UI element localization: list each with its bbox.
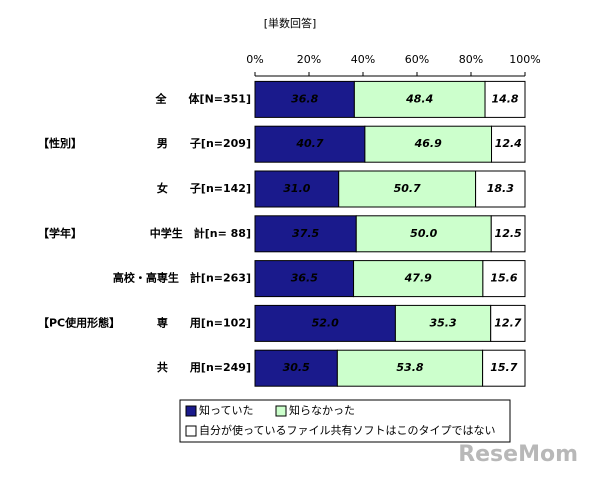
x-tick-label: 0%	[246, 53, 263, 66]
legend-swatch	[185, 405, 197, 417]
x-tick-label: 80%	[459, 53, 483, 66]
bar-segment	[482, 260, 526, 298]
value-label: 47.9	[404, 272, 432, 285]
bar-segment	[475, 170, 526, 208]
value-label: 48.4	[405, 92, 433, 105]
bar-segment	[364, 125, 493, 163]
bar-segment	[490, 215, 526, 253]
bar-segment	[254, 80, 355, 118]
value-label: 12.5	[495, 227, 522, 240]
legend-label: 知らなかった	[289, 403, 355, 417]
value-label: 18.3	[487, 182, 514, 195]
legend-box	[179, 399, 511, 443]
value-label: 12.7	[494, 316, 521, 329]
value-label: 14.8	[491, 92, 518, 105]
value-label: 12.4	[495, 137, 522, 150]
x-tick-label: 40%	[351, 53, 375, 66]
value-label: 30.5	[283, 361, 310, 374]
category-label: 中学生 計[n= 88]	[150, 226, 251, 240]
x-tick-label: 100%	[509, 53, 540, 66]
value-label: 15.6	[490, 272, 517, 285]
value-label: 53.8	[396, 361, 423, 374]
legend-label: 自分が使っているファイル共有ソフトはこのタイプではない	[199, 423, 495, 437]
group-label: 【性別】	[38, 136, 82, 150]
bar-segment	[491, 125, 526, 163]
bar-segment	[254, 125, 366, 163]
value-label: 50.0	[410, 227, 437, 240]
bar-segment	[338, 170, 477, 208]
category-label: 共 用[n=249]	[157, 360, 251, 374]
note: [単数回答]	[264, 16, 317, 30]
bar-segment	[353, 80, 486, 118]
legend-swatch	[275, 405, 287, 417]
bar-segment	[254, 260, 355, 298]
category-label: 高校・高専生 計[n=263]	[113, 271, 251, 285]
x-tick-label: 60%	[405, 53, 429, 66]
value-label: 36.5	[291, 272, 318, 285]
value-label: 31.0	[283, 182, 310, 195]
bar-segment	[482, 349, 526, 387]
watermark: ReseMom	[458, 442, 578, 467]
value-label: 35.3	[429, 316, 456, 329]
legend-swatch	[185, 425, 197, 437]
bar-segment	[490, 304, 526, 342]
category-label: 全 体[N=351]	[155, 91, 251, 105]
bar-segment	[336, 349, 484, 387]
bar-segment	[254, 349, 338, 387]
value-label: 36.8	[291, 92, 318, 105]
bar-segment	[254, 215, 357, 253]
category-label: 男 子[n=209]	[157, 137, 251, 150]
group-label: 【PC使用形態】	[38, 315, 120, 329]
bar-segment	[394, 304, 492, 342]
value-label: 40.7	[295, 137, 323, 150]
value-label: 37.5	[292, 227, 319, 240]
category-label: 女 子[n=142]	[157, 181, 251, 195]
category-label: 専 用[n=102]	[157, 315, 251, 329]
value-label: 52.0	[312, 316, 339, 329]
legend-label: 知っていた	[199, 403, 253, 417]
group-label: 【学年】	[38, 226, 82, 240]
x-tick-label: 20%	[297, 53, 321, 66]
value-label: 15.7	[490, 361, 517, 374]
value-label: 46.9	[414, 137, 442, 150]
bar-segment	[355, 215, 492, 253]
value-label: 50.7	[394, 182, 421, 195]
bar-segment	[484, 80, 526, 118]
